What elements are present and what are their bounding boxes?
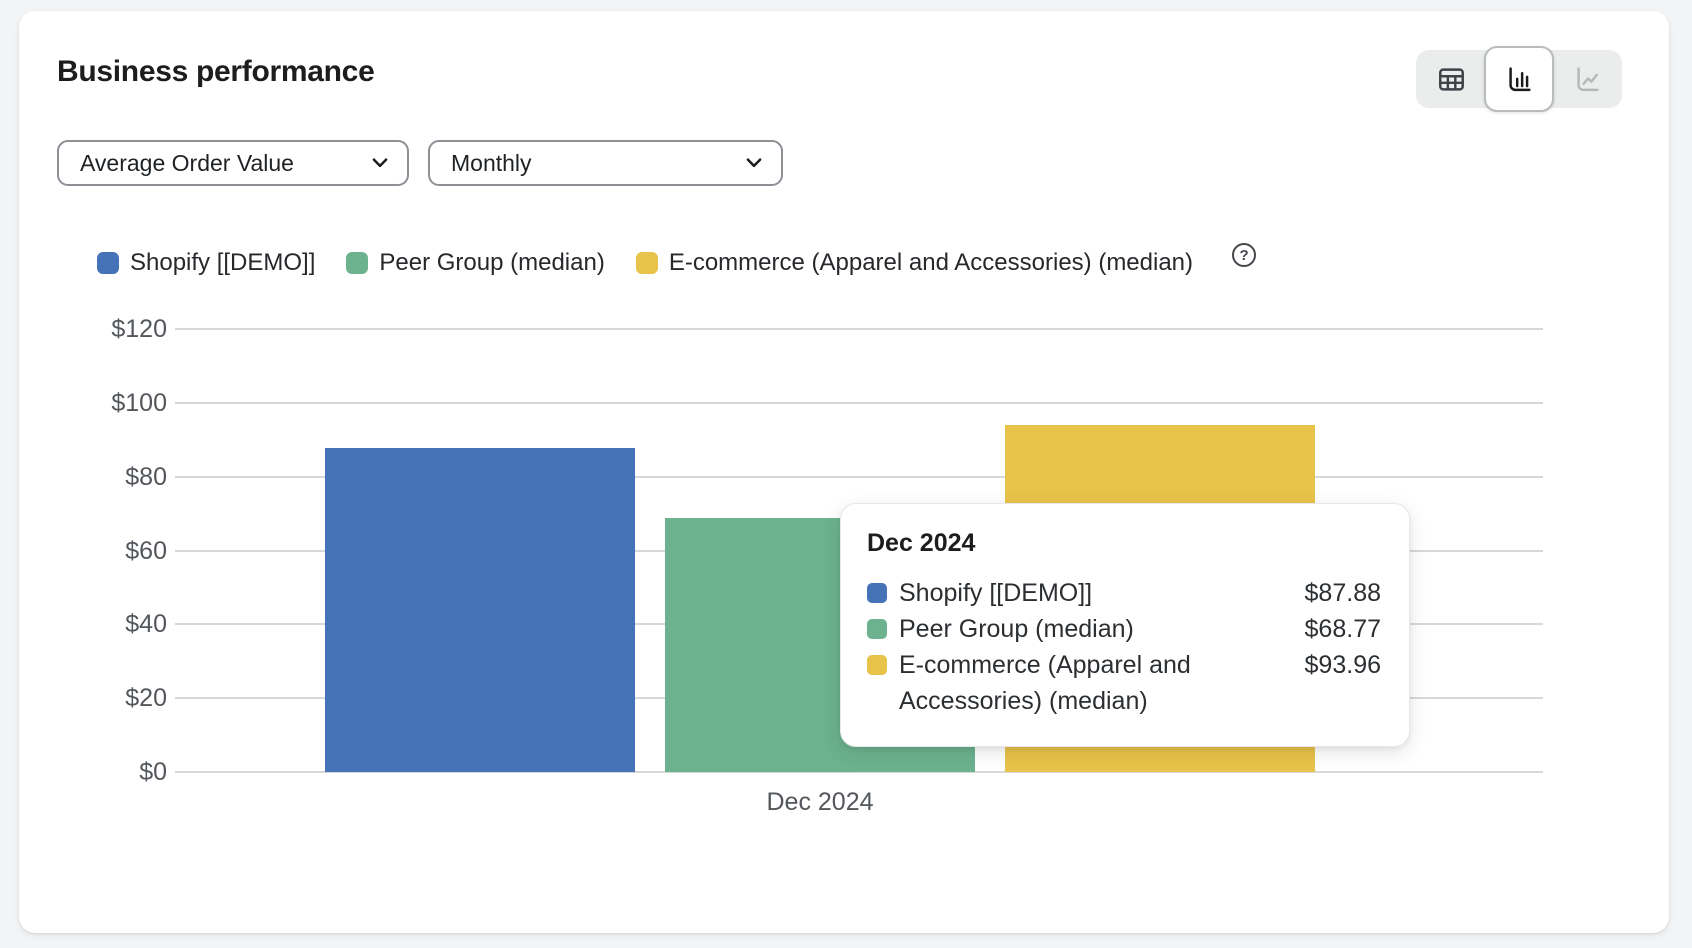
tooltip-row: E-commerce (Apparel and Accessories) (me… xyxy=(867,647,1381,719)
tooltip-swatch xyxy=(867,655,887,675)
granularity-select-value: Monthly xyxy=(451,150,532,177)
tooltip-swatch xyxy=(867,619,887,639)
business-performance-card: Business performance Average Order Value… xyxy=(19,11,1669,933)
bar-chart-icon xyxy=(1503,63,1536,96)
view-toggle-group xyxy=(1416,50,1622,108)
granularity-select[interactable]: Monthly xyxy=(428,140,783,186)
tooltip-row: Peer Group (median) $68.77 xyxy=(867,611,1381,647)
chevron-down-icon xyxy=(741,150,767,176)
tooltip-swatch xyxy=(867,583,887,603)
line-chart-view-button[interactable] xyxy=(1553,50,1621,108)
tooltip-value: $93.96 xyxy=(1305,647,1381,683)
legend-swatch xyxy=(97,252,119,274)
legend-swatch xyxy=(346,252,368,274)
y-axis-tick-label: $0 xyxy=(29,757,167,787)
tooltip-value: $87.88 xyxy=(1305,575,1381,611)
table-view-button[interactable] xyxy=(1417,50,1485,108)
legend-item-label: E-commerce (Apparel and Accessories) (me… xyxy=(669,249,1193,277)
y-axis-tick-label: $40 xyxy=(29,609,167,639)
y-axis-tick-label: $100 xyxy=(29,388,167,418)
line-chart-icon xyxy=(1571,63,1604,96)
chevron-down-icon xyxy=(367,150,393,176)
legend-item: E-commerce (Apparel and Accessories) (me… xyxy=(636,249,1193,277)
y-axis-tick-label: $120 xyxy=(29,314,167,344)
legend-item-label: Peer Group (median) xyxy=(379,249,604,277)
y-axis-tick-label: $80 xyxy=(29,462,167,492)
page-title: Business performance xyxy=(57,55,374,89)
x-axis-label: Dec 2024 xyxy=(325,788,1315,817)
y-axis-tick-label: $60 xyxy=(29,536,167,566)
legend-item-label: Shopify [[DEMO]] xyxy=(130,249,315,277)
gridline xyxy=(175,328,1543,330)
gridline xyxy=(175,402,1543,404)
legend-item: Shopify [[DEMO]] xyxy=(97,249,315,277)
bar-series-1[interactable] xyxy=(325,448,635,772)
tooltip-title: Dec 2024 xyxy=(867,529,1381,558)
tooltip-label: Peer Group (median) xyxy=(899,611,1293,647)
y-axis-tick-label: $20 xyxy=(29,683,167,713)
tooltip-label: E-commerce (Apparel and Accessories) (me… xyxy=(899,647,1293,719)
help-icon[interactable]: ? xyxy=(1232,243,1256,267)
tooltip-label: Shopify [[DEMO]] xyxy=(899,575,1293,611)
legend-swatch xyxy=(636,252,658,274)
chart-tooltip: Dec 2024 Shopify [[DEMO]]$87.88Peer Grou… xyxy=(840,503,1410,747)
legend-item: Peer Group (median) xyxy=(346,249,604,277)
table-icon xyxy=(1435,63,1468,96)
chart-legend: Shopify [[DEMO]] Peer Group (median) E-com… xyxy=(97,247,1256,279)
tooltip-value: $68.77 xyxy=(1305,611,1381,647)
tooltip-row: Shopify [[DEMO]] $87.88 xyxy=(867,575,1381,611)
metric-select[interactable]: Average Order Value xyxy=(57,140,409,186)
metric-select-value: Average Order Value xyxy=(80,150,294,177)
bar-chart-view-button[interactable] xyxy=(1484,46,1554,112)
